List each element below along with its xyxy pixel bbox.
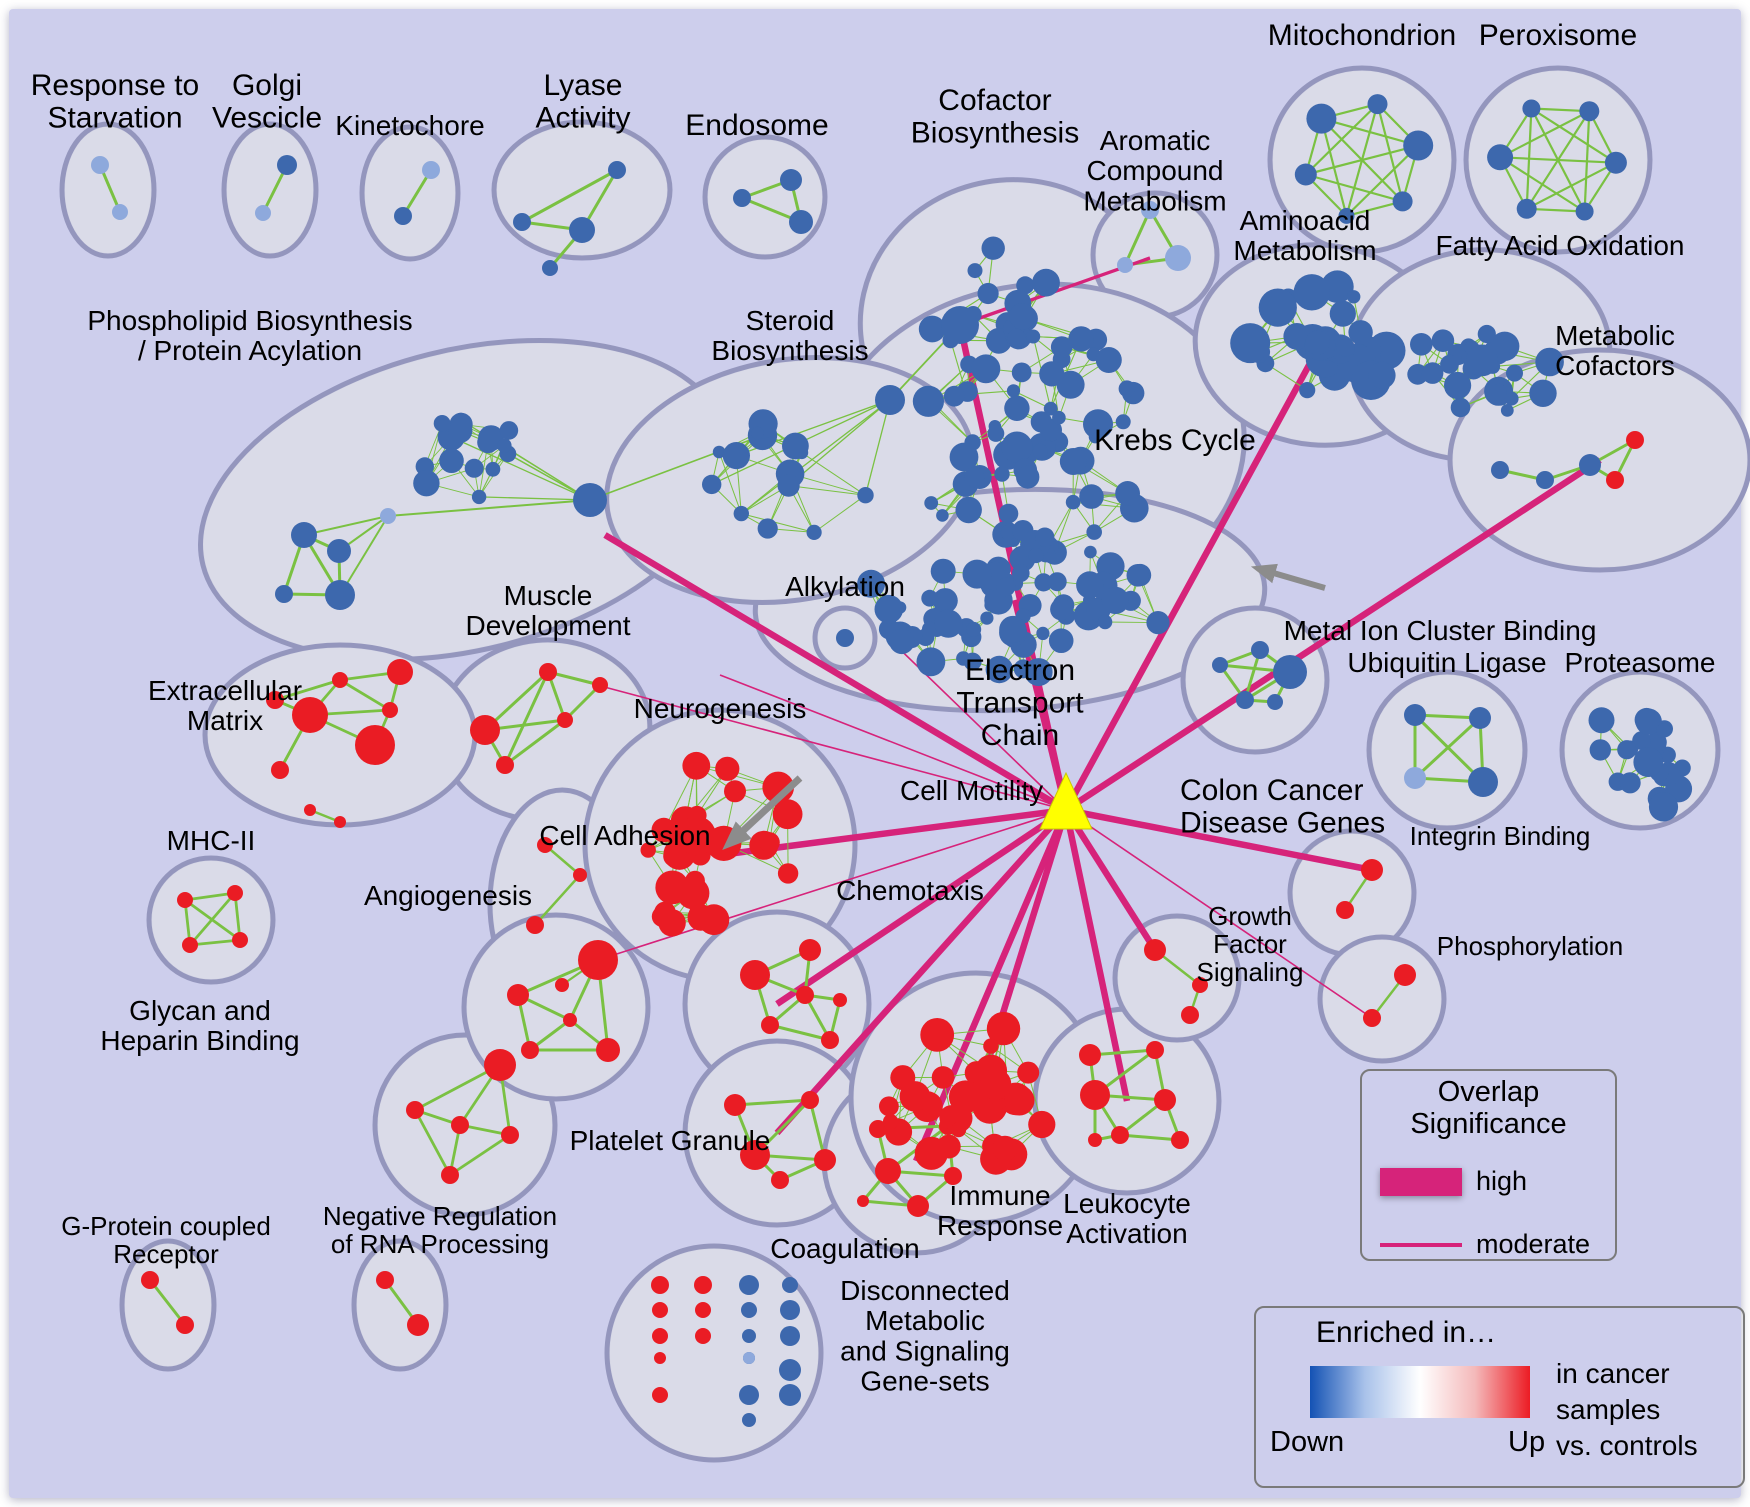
svg-text:Muscle: Muscle (504, 580, 593, 611)
svg-text:Metal Ion Cluster Binding: Metal Ion Cluster Binding (1284, 615, 1597, 646)
svg-text:Alkylation: Alkylation (785, 571, 905, 602)
svg-text:Immune: Immune (949, 1180, 1050, 1211)
svg-text:Disease Genes: Disease Genes (1180, 806, 1385, 839)
svg-text:Integrin Binding: Integrin Binding (1410, 821, 1591, 851)
svg-text:Disconnected: Disconnected (840, 1275, 1010, 1306)
svg-text:Factor: Factor (1213, 929, 1287, 959)
svg-text:Coagulation: Coagulation (770, 1233, 919, 1264)
svg-text:Gene-sets: Gene-sets (860, 1366, 989, 1397)
svg-text:Signaling: Signaling (1197, 957, 1304, 987)
svg-text:Mitochondrion: Mitochondrion (1268, 19, 1456, 52)
svg-text:Angiogenesis: Angiogenesis (364, 880, 532, 911)
svg-text:Aminoacid: Aminoacid (1240, 205, 1371, 236)
svg-text:G-Protein coupled: G-Protein coupled (61, 1211, 271, 1241)
svg-text:Kinetochore: Kinetochore (335, 110, 484, 141)
svg-text:Electron: Electron (965, 654, 1075, 687)
svg-text:Glycan and: Glycan and (129, 995, 271, 1026)
svg-text:Golgi: Golgi (232, 69, 302, 102)
svg-text:Cofactors: Cofactors (1555, 350, 1675, 381)
svg-text:Fatty Acid Oxidation: Fatty Acid Oxidation (1435, 230, 1684, 261)
svg-text:Response: Response (937, 1210, 1063, 1241)
svg-text:Response to: Response to (31, 69, 199, 102)
svg-text:Heparin Binding: Heparin Binding (100, 1025, 299, 1056)
svg-text:Biosynthesis: Biosynthesis (711, 335, 868, 366)
svg-text:Starvation: Starvation (47, 101, 182, 134)
svg-text:and Signaling: and Signaling (840, 1336, 1010, 1367)
svg-text:Peroxisome: Peroxisome (1479, 19, 1637, 52)
svg-text:Extracellular: Extracellular (148, 675, 302, 706)
svg-text:Metabolic: Metabolic (865, 1305, 985, 1336)
svg-text:Phosphorylation: Phosphorylation (1437, 931, 1623, 961)
svg-text:Cofactor: Cofactor (938, 84, 1051, 117)
svg-text:Matrix: Matrix (187, 705, 263, 736)
svg-text:Platelet Granule: Platelet Granule (570, 1125, 771, 1156)
svg-text:MHC-II: MHC-II (167, 825, 256, 856)
svg-text:Metabolic: Metabolic (1555, 320, 1675, 351)
svg-text:Ubiquitin Ligase: Ubiquitin Ligase (1347, 647, 1546, 678)
svg-text:of RNA Processing: of RNA Processing (331, 1229, 549, 1259)
svg-text:Aromatic: Aromatic (1100, 125, 1210, 156)
svg-text:Phospholipid Biosynthesis: Phospholipid Biosynthesis (87, 305, 412, 336)
svg-text:Chain: Chain (981, 719, 1059, 752)
svg-text:Vescicle: Vescicle (212, 101, 322, 134)
svg-text:Cell Adhesion: Cell Adhesion (539, 820, 710, 851)
svg-text:Metabolism: Metabolism (1083, 186, 1226, 217)
svg-text:/ Protein Acylation: / Protein Acylation (138, 335, 362, 366)
svg-text:Leukocyte: Leukocyte (1063, 1188, 1191, 1219)
svg-text:Receptor: Receptor (113, 1239, 219, 1269)
svg-text:Steroid: Steroid (746, 305, 835, 336)
svg-text:Endosome: Endosome (685, 109, 828, 142)
svg-text:Proteasome: Proteasome (1565, 647, 1716, 678)
svg-text:Growth: Growth (1208, 901, 1292, 931)
svg-text:Transport: Transport (956, 686, 1084, 719)
svg-text:Neurogenesis: Neurogenesis (634, 693, 807, 724)
svg-text:Activity: Activity (535, 101, 630, 134)
svg-text:Compound: Compound (1087, 155, 1224, 186)
svg-text:Activation: Activation (1066, 1218, 1187, 1249)
svg-text:Negative Regulation: Negative Regulation (323, 1201, 557, 1231)
svg-text:Lyase: Lyase (544, 69, 623, 102)
svg-text:Chemotaxis: Chemotaxis (836, 875, 984, 906)
svg-text:Development: Development (466, 610, 631, 641)
svg-text:Cell Motility: Cell Motility (900, 775, 1043, 806)
svg-text:Krebs Cycle: Krebs Cycle (1094, 424, 1256, 457)
svg-text:Biosynthesis: Biosynthesis (911, 116, 1079, 149)
svg-text:Colon Cancer: Colon Cancer (1180, 774, 1363, 807)
svg-text:Metabolism: Metabolism (1233, 235, 1376, 266)
